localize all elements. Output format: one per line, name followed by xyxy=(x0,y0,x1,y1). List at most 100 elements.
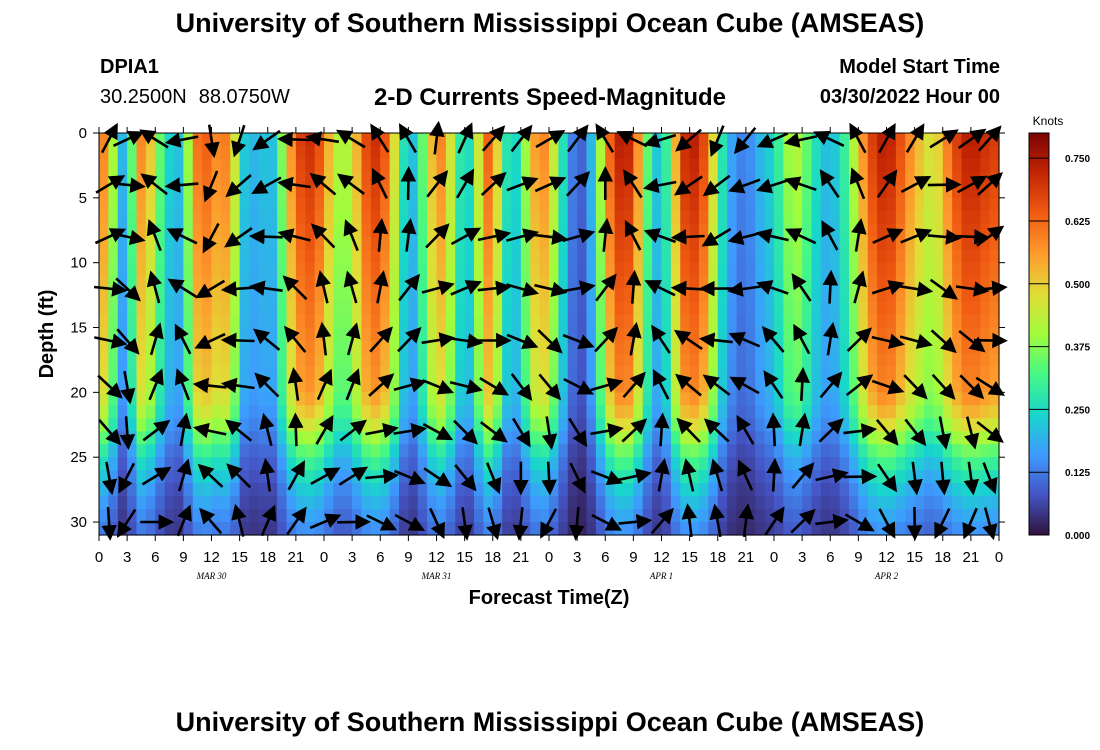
heatmap-cell xyxy=(774,444,784,458)
heatmap-cell xyxy=(980,392,991,406)
heatmap-cell xyxy=(474,301,484,316)
heatmap-cell xyxy=(652,431,663,445)
heatmap-cell xyxy=(605,184,616,199)
heatmap-cell xyxy=(708,405,719,419)
heatmap-cell xyxy=(342,431,353,445)
heatmap-cell xyxy=(99,249,109,264)
heatmap-cell xyxy=(933,210,944,225)
heatmap-cell xyxy=(961,405,972,419)
heatmap-cell xyxy=(567,353,578,368)
heatmap-cell xyxy=(399,444,409,458)
current-vector xyxy=(94,228,127,245)
heatmap-cell xyxy=(145,288,156,303)
heatmap-cell xyxy=(783,405,794,419)
heatmap-cell xyxy=(295,249,306,264)
current-vector xyxy=(622,371,646,399)
heatmap-cell xyxy=(783,353,794,368)
heatmap-cell xyxy=(877,327,888,342)
heatmap-cell xyxy=(408,405,419,419)
heatmap-cell xyxy=(811,288,822,303)
colorbar-tick-label: 0.125 xyxy=(1065,468,1090,479)
heatmap-cell xyxy=(970,457,981,471)
heatmap-cell xyxy=(99,457,109,471)
heatmap-cell xyxy=(605,145,616,160)
heatmap-cell xyxy=(530,301,541,316)
heatmap-cell xyxy=(811,353,822,368)
heatmap-cell xyxy=(342,353,353,368)
heatmap-cell xyxy=(464,288,475,303)
heatmap-cell xyxy=(633,301,644,316)
heatmap-cell xyxy=(492,496,503,510)
heatmap-cell xyxy=(727,275,738,290)
heatmap-cell xyxy=(774,158,784,173)
heatmap-cell xyxy=(755,483,766,497)
heatmap-cell xyxy=(530,249,541,264)
heatmap-cell xyxy=(389,158,400,173)
heatmap-cell xyxy=(539,314,550,329)
heatmap-cell xyxy=(370,418,381,432)
heatmap-cell xyxy=(445,314,456,329)
heatmap-cell xyxy=(961,483,972,497)
heatmap-cell xyxy=(174,522,184,536)
heatmap-cell xyxy=(745,223,756,238)
current-vector xyxy=(766,457,782,492)
heatmap-cell xyxy=(952,210,963,225)
heatmap-cell xyxy=(267,184,278,199)
heatmap-cell xyxy=(380,444,391,458)
heatmap-cell xyxy=(295,405,306,419)
heatmap-cell xyxy=(427,353,438,368)
heatmap-cell xyxy=(755,158,766,173)
heatmap-cell xyxy=(849,509,859,523)
heatmap-cell xyxy=(661,496,672,510)
heatmap-cell xyxy=(108,275,119,290)
heatmap-cell xyxy=(286,353,297,368)
heatmap-cell xyxy=(811,171,822,186)
heatmap-cell xyxy=(924,145,934,160)
heatmap-cell xyxy=(361,496,372,510)
heatmap-cell xyxy=(295,496,306,510)
heatmap-cell xyxy=(642,314,653,329)
heatmap-cell xyxy=(802,457,813,471)
heatmap-cell xyxy=(361,133,372,147)
heatmap-cell xyxy=(783,249,794,264)
heatmap-cell xyxy=(586,483,597,497)
current-vector xyxy=(450,280,482,296)
heatmap-cell xyxy=(586,509,597,523)
current-vector xyxy=(906,506,923,541)
heatmap-cell xyxy=(455,457,466,471)
heatmap-cell xyxy=(839,496,850,510)
heatmap-cell xyxy=(445,405,456,419)
current-vector xyxy=(957,175,988,194)
heatmap-cell xyxy=(408,340,419,355)
heatmap-cell xyxy=(839,340,850,355)
heatmap-cell xyxy=(802,522,813,536)
heatmap-cell xyxy=(295,483,306,497)
current-vector xyxy=(875,418,899,446)
heatmap-cell xyxy=(661,405,672,419)
heatmap-cell xyxy=(905,483,916,497)
heatmap-cell xyxy=(858,509,869,523)
heatmap-cell xyxy=(333,288,344,303)
x-tick-label: 15 xyxy=(231,549,248,566)
heatmap-cell xyxy=(586,431,597,445)
x-tick-label: 3 xyxy=(798,549,806,566)
heatmap-cell xyxy=(774,236,784,251)
heatmap-cell xyxy=(239,197,250,212)
heatmap-cell xyxy=(220,353,231,368)
heatmap-cell xyxy=(530,418,541,432)
heatmap-cell xyxy=(886,158,897,173)
heatmap-cell xyxy=(511,133,522,147)
heatmap-cell xyxy=(942,470,953,484)
heatmap-cell xyxy=(924,262,934,277)
heatmap-cell xyxy=(474,353,484,368)
heatmap-cell xyxy=(952,145,963,160)
heatmap-cell xyxy=(192,301,203,316)
current-vector xyxy=(506,228,540,244)
heatmap-cell xyxy=(202,496,213,510)
heatmap-cell xyxy=(230,353,241,368)
heatmap-cell xyxy=(633,496,644,510)
heatmap-cell xyxy=(258,509,269,523)
heatmap-cell xyxy=(661,197,672,212)
heatmap-cell xyxy=(586,262,597,277)
heatmap-cell xyxy=(539,262,550,277)
